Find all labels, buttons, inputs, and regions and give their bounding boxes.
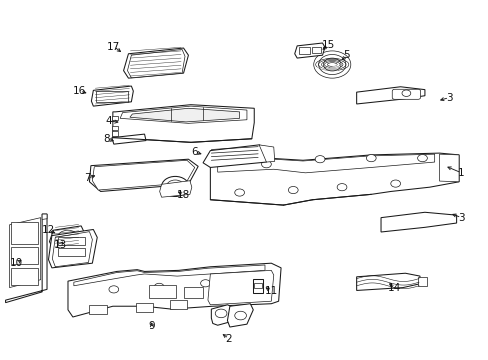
Circle shape — [401, 90, 410, 96]
Text: 11: 11 — [264, 286, 277, 296]
Polygon shape — [203, 145, 266, 167]
Circle shape — [171, 184, 179, 189]
Text: 16: 16 — [73, 86, 86, 96]
Polygon shape — [123, 48, 188, 78]
Text: 14: 14 — [387, 283, 401, 293]
Polygon shape — [130, 108, 239, 122]
Circle shape — [234, 311, 246, 320]
Circle shape — [261, 161, 271, 168]
Circle shape — [366, 154, 375, 162]
Circle shape — [109, 286, 119, 293]
Text: 17: 17 — [107, 42, 120, 51]
Text: 2: 2 — [225, 333, 232, 343]
Circle shape — [62, 234, 74, 242]
Polygon shape — [380, 212, 456, 232]
Bar — [169, 300, 187, 309]
Polygon shape — [127, 49, 184, 78]
Polygon shape — [68, 263, 281, 317]
Polygon shape — [159, 181, 191, 197]
Polygon shape — [217, 154, 434, 173]
Circle shape — [215, 309, 226, 318]
Bar — [11, 267, 38, 285]
Bar — [149, 285, 176, 298]
Text: 1: 1 — [457, 168, 464, 178]
Polygon shape — [439, 154, 458, 182]
Circle shape — [315, 156, 325, 163]
Circle shape — [234, 189, 244, 196]
Bar — [11, 247, 38, 264]
Polygon shape — [74, 265, 264, 286]
Text: 4: 4 — [105, 116, 112, 126]
Text: 3: 3 — [457, 213, 464, 222]
Bar — [89, 305, 107, 314]
Bar — [299, 47, 309, 54]
Polygon shape — [112, 134, 146, 144]
Bar — [112, 126, 118, 130]
Polygon shape — [294, 43, 325, 58]
Bar — [254, 283, 262, 288]
Circle shape — [148, 57, 163, 69]
Polygon shape — [207, 270, 273, 305]
Bar — [253, 279, 263, 293]
Bar — [58, 237, 85, 245]
Text: 7: 7 — [84, 173, 91, 183]
Bar — [58, 248, 85, 256]
Bar — [112, 131, 118, 135]
Polygon shape — [5, 214, 47, 303]
Text: 15: 15 — [321, 40, 334, 50]
Text: 8: 8 — [103, 134, 110, 144]
Circle shape — [390, 180, 400, 187]
Polygon shape — [113, 105, 254, 142]
Text: 5: 5 — [343, 50, 349, 60]
Text: 18: 18 — [177, 190, 190, 200]
Bar — [96, 91, 128, 102]
Text: 13: 13 — [54, 240, 67, 250]
Polygon shape — [259, 145, 274, 162]
Polygon shape — [356, 87, 424, 104]
Circle shape — [417, 154, 427, 162]
Polygon shape — [49, 226, 84, 249]
FancyBboxPatch shape — [391, 89, 420, 99]
Polygon shape — [42, 214, 47, 220]
Polygon shape — [210, 153, 458, 205]
Polygon shape — [91, 86, 133, 106]
Polygon shape — [48, 229, 97, 268]
Circle shape — [318, 54, 345, 75]
Text: 10: 10 — [10, 258, 23, 268]
Circle shape — [323, 58, 340, 71]
Text: 3: 3 — [445, 93, 452, 103]
Text: 12: 12 — [42, 225, 55, 235]
Polygon shape — [120, 106, 246, 123]
Bar — [11, 222, 38, 244]
Circle shape — [161, 176, 188, 197]
Bar — [183, 287, 203, 298]
Circle shape — [142, 53, 169, 73]
Circle shape — [288, 186, 298, 194]
Circle shape — [200, 280, 210, 287]
Circle shape — [313, 51, 350, 78]
Text: 6: 6 — [191, 147, 198, 157]
Text: 9: 9 — [148, 321, 155, 331]
Polygon shape — [9, 218, 41, 288]
Polygon shape — [227, 304, 253, 327]
Polygon shape — [211, 305, 233, 325]
Circle shape — [336, 184, 346, 191]
Circle shape — [57, 230, 79, 246]
Circle shape — [166, 180, 183, 193]
Polygon shape — [92, 160, 194, 190]
Bar — [112, 116, 118, 121]
Bar — [136, 303, 153, 312]
Bar — [417, 277, 427, 286]
Polygon shape — [52, 231, 92, 267]
Bar — [311, 47, 320, 53]
Polygon shape — [89, 159, 198, 192]
Polygon shape — [356, 273, 419, 291]
Circle shape — [154, 283, 163, 291]
